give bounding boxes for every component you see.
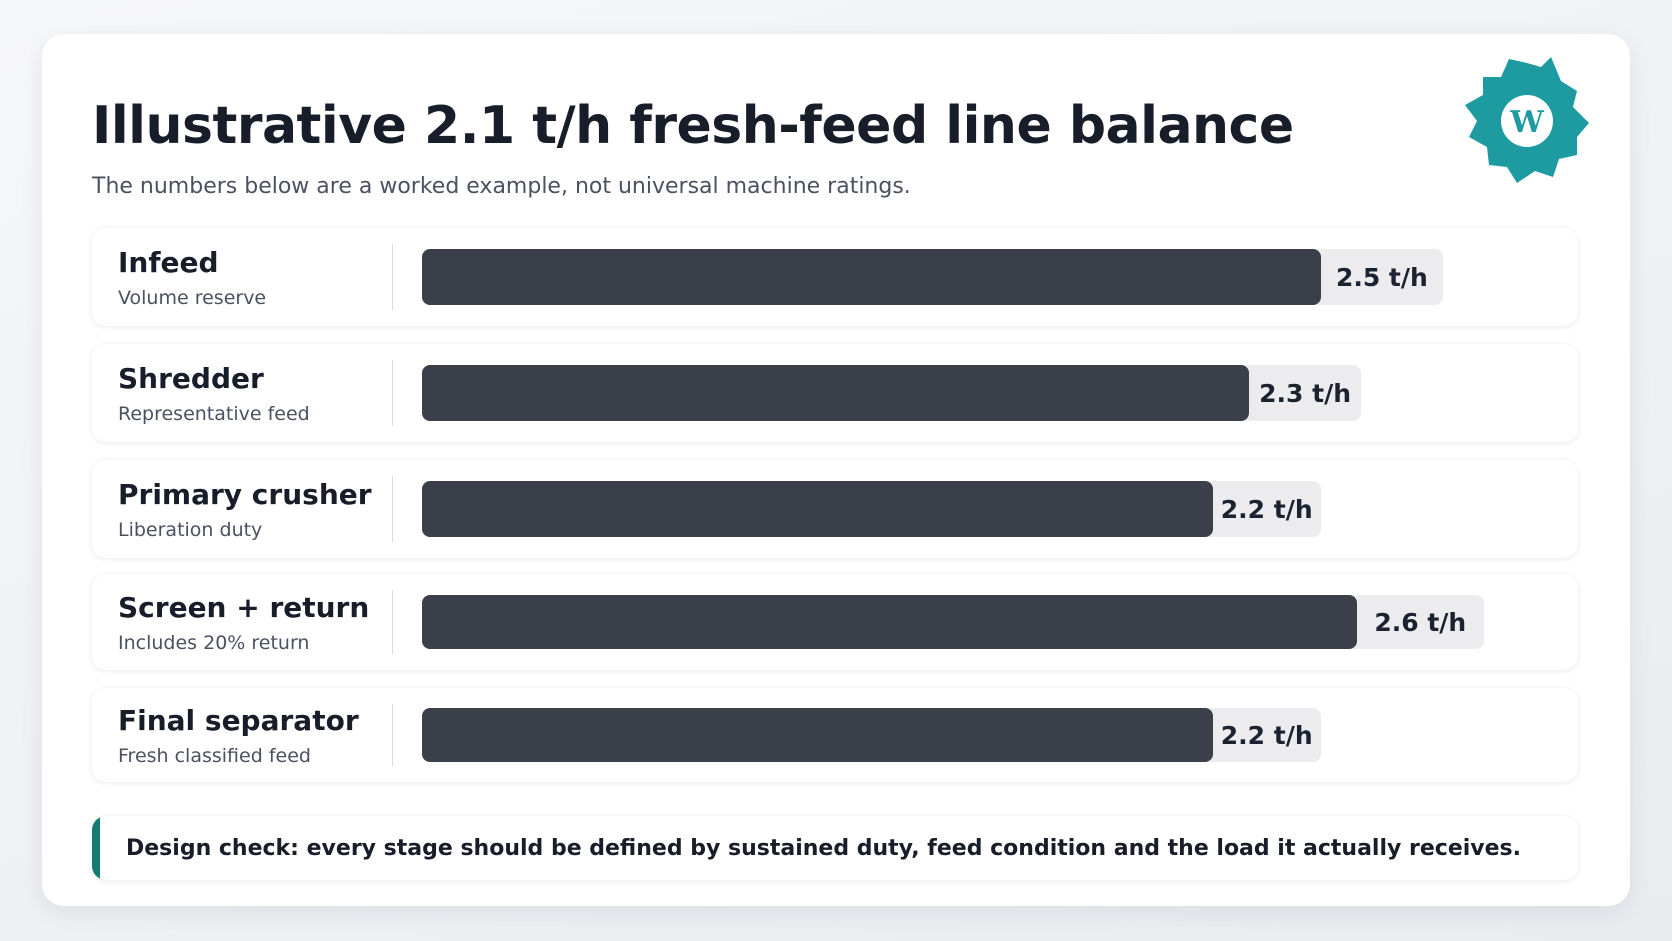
bar-value-label: 2.2 t/h (1220, 720, 1313, 750)
design-check-note: Design check: every stage should be defi… (92, 816, 1578, 880)
note-text: Design check: every stage should be defi… (126, 835, 1522, 861)
gear-logo-svg: W (1465, 57, 1589, 183)
stage-name: Shredder (118, 361, 264, 395)
stage-label: Shredder Representative feed (118, 344, 378, 442)
chart-title: Illustrative 2.1 t/h fresh-feed line bal… (92, 96, 1294, 156)
bar-track: 2.5 t/h (422, 249, 1444, 305)
bar-track: 2.2 t/h (422, 481, 1321, 537)
stage-name: Final separator (118, 703, 359, 737)
stage-label: Primary crusher Liberation duty (118, 460, 378, 558)
row-divider (392, 590, 393, 654)
stage-row: Screen + return Includes 20% return 2.6 t/… (92, 574, 1578, 670)
bar-fill (422, 249, 1321, 305)
bar-value-label: 2.2 t/h (1220, 494, 1313, 524)
stage-name: Primary crusher (118, 477, 372, 511)
bar-fill (422, 708, 1213, 762)
bar-track: 2.3 t/h (422, 365, 1362, 421)
stage-row: Primary crusher Liberation duty 2.2 t/h (92, 460, 1578, 558)
stage-row: Final separator Fresh classified feed 2.2 … (92, 688, 1578, 782)
gear-logo-hole (1501, 95, 1553, 147)
stage-row: Shredder Representative feed 2.3 t/h (92, 344, 1578, 442)
row-divider (392, 360, 393, 426)
chart-subtitle: The numbers below are a worked example, … (92, 174, 911, 199)
stage-name: Infeed (118, 245, 219, 279)
stage-row: Infeed Volume reserve 2.5 t/h (92, 228, 1578, 326)
stage-subtitle: Liberation duty (118, 518, 263, 541)
stage-label: Final separator Fresh classified feed (118, 688, 378, 782)
bar-fill (422, 595, 1357, 649)
note-accent-bar (92, 816, 100, 880)
stage-subtitle: Representative feed (118, 402, 310, 425)
bar-fill (422, 481, 1213, 537)
row-divider (392, 244, 393, 310)
bar-track: 2.6 t/h (422, 595, 1484, 649)
stage-subtitle: Includes 20% return (118, 631, 310, 654)
chart-card: Illustrative 2.1 t/h fresh-feed line bal… (42, 34, 1630, 906)
stage-subtitle: Fresh classified feed (118, 744, 311, 767)
gear-logo-icon: W (1462, 56, 1592, 186)
bar-value-label: 2.5 t/h (1335, 262, 1428, 292)
bar-fill (422, 365, 1249, 421)
row-divider (392, 476, 393, 542)
stage-name: Screen + return (118, 590, 370, 624)
bar-value-label: 2.3 t/h (1259, 378, 1352, 408)
bar-track: 2.2 t/h (422, 708, 1321, 762)
row-divider (392, 704, 393, 766)
gear-logo-letter: W (1509, 105, 1545, 140)
stage-label: Screen + return Includes 20% return (118, 574, 378, 670)
stage-label: Infeed Volume reserve (118, 228, 378, 326)
stage-subtitle: Volume reserve (118, 286, 267, 309)
bar-value-label: 2.6 t/h (1374, 607, 1467, 637)
